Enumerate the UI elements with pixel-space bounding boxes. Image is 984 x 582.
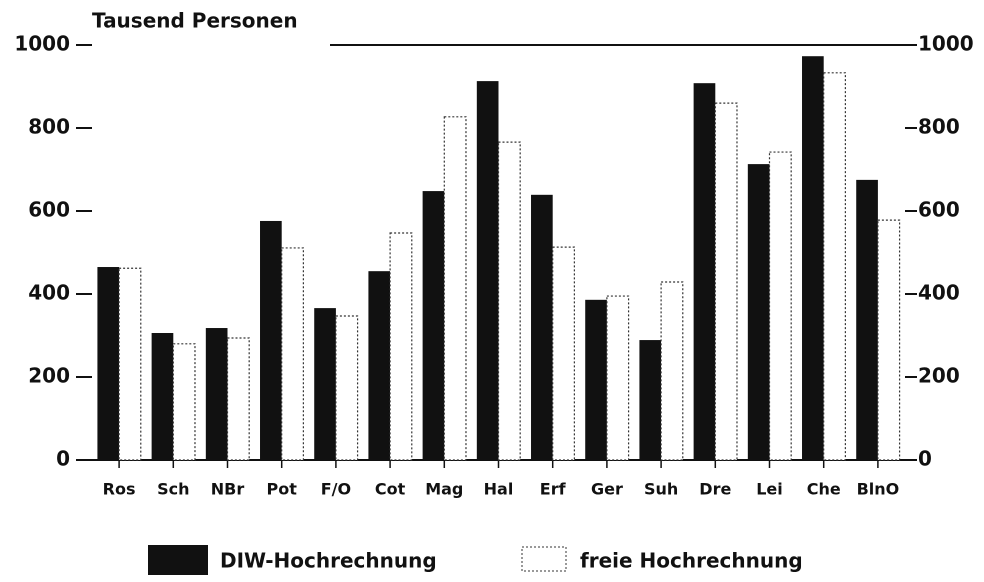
bar — [660, 281, 684, 461]
bar — [314, 308, 336, 460]
bar — [335, 315, 359, 461]
bar — [531, 194, 553, 460]
legend-label: DIW-Hochrechnung — [220, 549, 437, 573]
y2-tick-label: 400 — [918, 281, 960, 305]
bar — [172, 343, 196, 461]
bar — [856, 179, 878, 460]
bar — [585, 299, 607, 460]
x-tick-label: Mag — [425, 480, 463, 499]
x-tick-label: Pot — [267, 480, 298, 499]
x-tick-label: BlnO — [857, 480, 900, 499]
bar — [877, 219, 901, 461]
legend-swatch — [148, 545, 208, 575]
bar — [497, 141, 521, 461]
legend-label: freie Hochrechnung — [580, 549, 803, 573]
bar — [368, 271, 391, 460]
x-tick-label: Hal — [484, 480, 514, 499]
y-tick-label: 200 — [28, 364, 70, 388]
bar — [714, 102, 738, 461]
bar — [747, 164, 770, 461]
x-tick-label: Suh — [644, 480, 678, 499]
x-tick-label: Ros — [103, 480, 136, 499]
bar — [205, 328, 228, 460]
y-tick-label: 400 — [28, 281, 70, 305]
bar — [823, 72, 846, 461]
legend-swatch — [521, 546, 567, 572]
x-tick-label: Sch — [157, 480, 189, 499]
bar — [639, 340, 662, 460]
bar — [389, 232, 413, 461]
x-tick-label: Cot — [375, 480, 406, 499]
bar — [281, 247, 304, 461]
bar — [151, 333, 174, 460]
bar — [476, 81, 499, 460]
x-tick-label: Lei — [756, 480, 783, 499]
x-tick-label: NBr — [211, 480, 245, 499]
bar — [802, 56, 824, 461]
y-tick-label: 800 — [28, 115, 70, 139]
bar — [693, 83, 716, 461]
y2-tick-label: 800 — [918, 115, 960, 139]
y2-tick-label: 1000 — [918, 32, 974, 56]
bar — [768, 151, 792, 461]
y-tick-label: 1000 — [14, 32, 70, 56]
y-tick-label: 600 — [28, 198, 70, 222]
bar — [422, 191, 445, 460]
bar — [97, 267, 120, 460]
x-tick-label: Ger — [591, 480, 623, 499]
x-tick-label: F/O — [321, 480, 351, 499]
bar — [118, 267, 142, 461]
x-tick-label: Dre — [699, 480, 731, 499]
bar — [606, 295, 630, 461]
x-tick-label: Erf — [540, 480, 567, 499]
y2-tick-label: 200 — [918, 364, 960, 388]
bar — [443, 116, 467, 461]
chart-title: Tausend Personen — [92, 9, 298, 33]
x-tick-label: Che — [807, 480, 841, 499]
y-tick-label: 0 — [56, 447, 70, 471]
bar — [552, 246, 575, 461]
y2-tick-label: 0 — [918, 447, 932, 471]
y2-tick-label: 600 — [918, 198, 960, 222]
bar — [260, 220, 282, 460]
bar — [226, 337, 250, 461]
